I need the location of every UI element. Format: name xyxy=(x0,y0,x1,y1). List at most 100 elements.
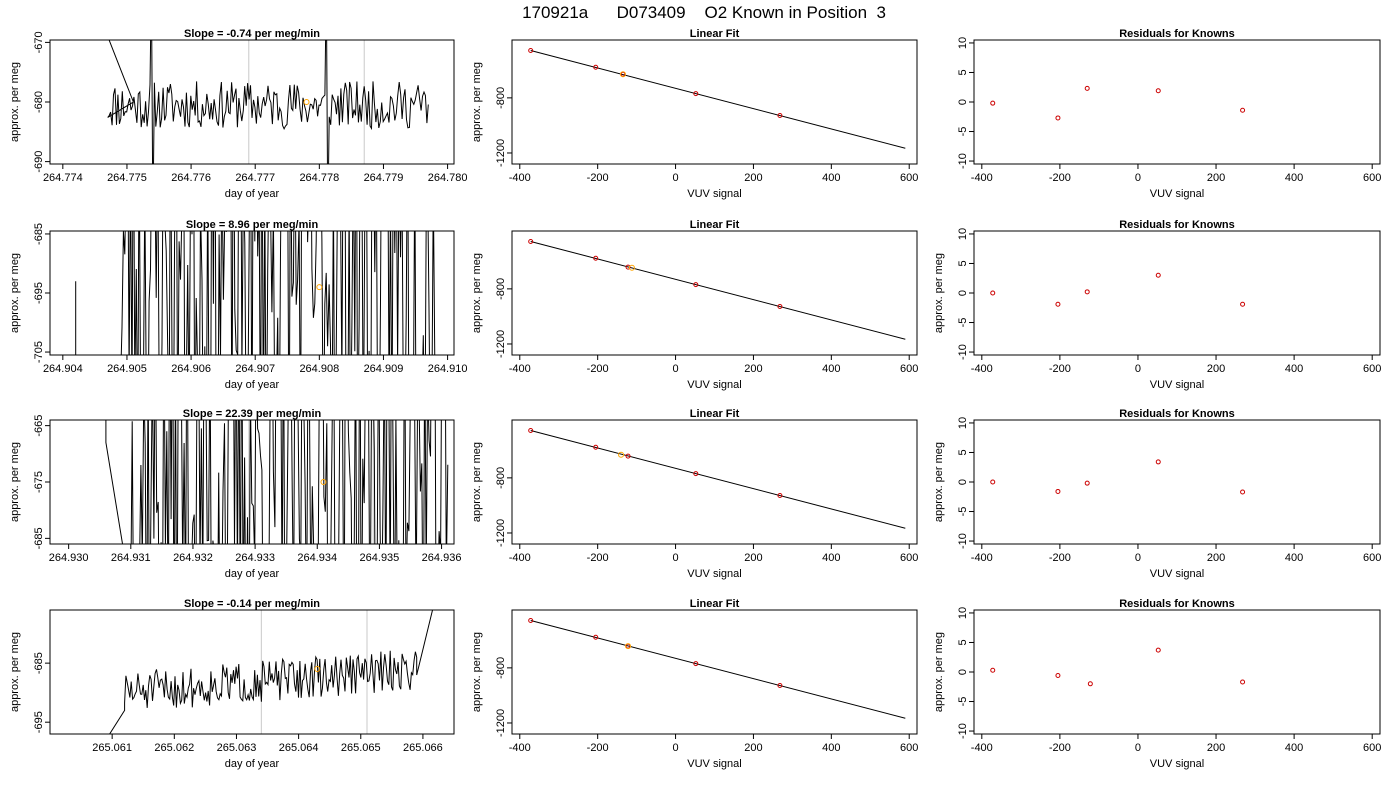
x-axis-label: VUV signal xyxy=(1150,379,1204,391)
y-tick-label: -800 xyxy=(495,87,507,109)
x-tick-label: 200 xyxy=(1207,742,1225,754)
y-tick-label: -800 xyxy=(495,278,507,300)
panel-title: Linear Fit xyxy=(690,219,740,231)
sample-point xyxy=(628,264,635,271)
x-axis-label: VUV signal xyxy=(687,379,741,391)
data-point xyxy=(1055,488,1061,494)
y-tick-label: 10 xyxy=(957,228,969,240)
panel-row4-fit: Linear Fit -400 -200 0 200 400 600 -800 -1200 VUV… xyxy=(471,598,918,770)
plot-area xyxy=(528,238,906,340)
x-tick-label: 400 xyxy=(1285,172,1303,184)
x-tick-label: 600 xyxy=(900,552,918,564)
y-tick-label: 5 xyxy=(957,69,969,75)
panel-row4-time: Slope = -0.14 per meg/min 265.061 265.062 2… xyxy=(9,598,455,770)
data-point xyxy=(1155,459,1161,465)
y-tick-label: -5 xyxy=(957,127,969,137)
y-tick-label: 10 xyxy=(957,37,969,49)
x-tick-label: 600 xyxy=(900,363,918,375)
plot-frame xyxy=(49,39,455,165)
x-axis-label: VUV signal xyxy=(687,758,741,770)
data-point xyxy=(990,479,996,485)
x-tick-label: 0 xyxy=(672,363,678,375)
y-tick-label: -5 xyxy=(957,318,969,328)
x-tick-label: 264.907 xyxy=(235,363,275,375)
y-tick-label: -1200 xyxy=(495,139,507,167)
x-axis-label: day of year xyxy=(225,379,280,391)
data-point xyxy=(528,427,534,433)
x-tick-label: 264.933 xyxy=(235,552,275,564)
x-tick-label: 600 xyxy=(900,742,918,754)
plot-area xyxy=(528,427,906,529)
panel-title: Slope = -0.74 per meg/min xyxy=(184,28,320,40)
data-point xyxy=(528,617,534,623)
x-tick-label: 400 xyxy=(822,363,840,375)
x-tick-label: 0 xyxy=(672,552,678,564)
x-tick-label: 0 xyxy=(672,172,678,184)
data-point xyxy=(1055,115,1061,121)
data-point xyxy=(593,634,599,640)
x-tick-label: 400 xyxy=(822,172,840,184)
panel-row3-resid: Residuals for Knowns -400 -200 0 200 400 600 10… xyxy=(933,408,1381,580)
x-tick-label: 264.930 xyxy=(49,552,89,564)
x-tick-label: 0 xyxy=(672,742,678,754)
plot-frame xyxy=(973,609,1381,735)
x-tick-label: -200 xyxy=(587,552,609,564)
x-tick-label: -400 xyxy=(971,742,993,754)
x-tick-label: 264.778 xyxy=(299,172,339,184)
data-point xyxy=(990,100,996,106)
plot-area xyxy=(990,85,1246,121)
data-point xyxy=(1055,301,1061,307)
data-point xyxy=(528,47,534,53)
plot-frame xyxy=(973,230,1381,356)
x-tick-label: 265.063 xyxy=(217,742,257,754)
plot-frame xyxy=(511,39,918,165)
plot-area xyxy=(109,610,434,734)
plot-frame xyxy=(49,230,455,356)
plot-area xyxy=(105,420,449,544)
panel-title: Slope = 8.96 per meg/min xyxy=(186,219,319,231)
figure-title: 170921a D073409 O2 Known in Position 3 xyxy=(522,3,886,22)
y-tick-label: -800 xyxy=(495,467,507,489)
x-tick-label: -400 xyxy=(509,172,531,184)
panel-row3-time: Slope = 22.39 per meg/min 264.930 264.931 2… xyxy=(9,408,461,580)
data-point xyxy=(693,661,699,667)
panel-title: Slope = 22.39 per meg/min xyxy=(183,408,322,420)
y-tick-label: -10 xyxy=(957,723,969,739)
x-tick-label: 600 xyxy=(1363,742,1381,754)
y-tick-label: 0 xyxy=(957,479,969,485)
panel-row2-resid: Residuals for Knowns -400 -200 0 200 400 600 10… xyxy=(933,219,1381,391)
y-axis-label: approx. per meg xyxy=(9,442,21,522)
x-tick-label: 264.932 xyxy=(173,552,213,564)
sample-point xyxy=(316,284,323,291)
x-tick-label: -200 xyxy=(587,172,609,184)
x-tick-label: -200 xyxy=(587,363,609,375)
x-tick-label: 200 xyxy=(744,742,762,754)
y-tick-label: -705 xyxy=(33,341,45,363)
x-axis-label: day of year xyxy=(225,758,280,770)
x-tick-label: 600 xyxy=(900,172,918,184)
y-tick-label: 0 xyxy=(957,99,969,105)
panel-title: Slope = -0.14 per meg/min xyxy=(184,598,320,610)
x-tick-label: 264.906 xyxy=(171,363,211,375)
y-axis-label: approx. per meg xyxy=(471,62,483,142)
panel-title: Linear Fit xyxy=(690,28,740,40)
x-axis-label: VUV signal xyxy=(1150,758,1204,770)
x-tick-label: 264.779 xyxy=(364,172,404,184)
data-point xyxy=(1240,679,1246,685)
x-tick-label: 400 xyxy=(1285,552,1303,564)
x-tick-label: 264.910 xyxy=(428,363,468,375)
x-tick-label: 400 xyxy=(1285,363,1303,375)
x-tick-label: 264.905 xyxy=(107,363,147,375)
y-axis-label: approx. per meg xyxy=(933,632,945,712)
x-tick-label: 400 xyxy=(822,742,840,754)
fit-line xyxy=(530,49,906,149)
x-tick-label: 600 xyxy=(1363,172,1381,184)
x-tick-label: 265.061 xyxy=(92,742,132,754)
fit-line xyxy=(530,429,906,529)
x-tick-label: 264.934 xyxy=(297,552,337,564)
x-tick-label: 0 xyxy=(1135,742,1141,754)
x-tick-label: -400 xyxy=(509,742,531,754)
x-tick-label: -200 xyxy=(587,742,609,754)
y-tick-label: -10 xyxy=(957,533,969,549)
x-tick-label: -400 xyxy=(971,552,993,564)
